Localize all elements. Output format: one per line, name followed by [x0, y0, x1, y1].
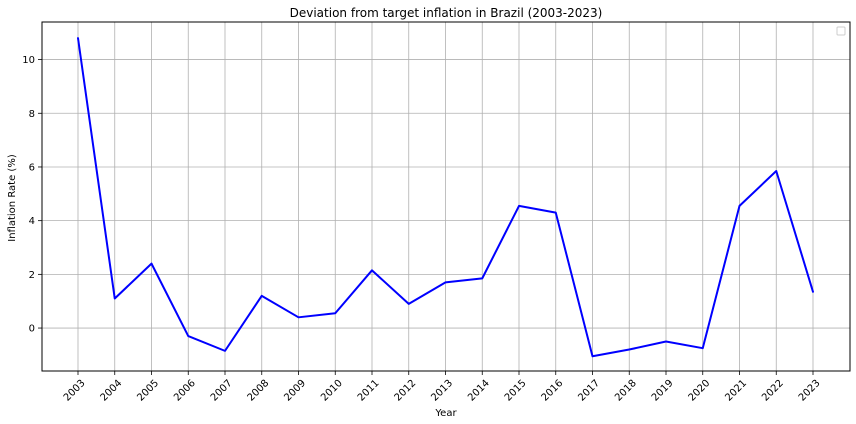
legend [836, 26, 846, 36]
legend-box [836, 26, 846, 36]
x-axis-label: Year [434, 408, 457, 419]
y-tick-label: 10 [22, 55, 35, 66]
y-tick-label: 0 [29, 324, 35, 335]
y-tick-label: 8 [29, 109, 35, 120]
series-line [77, 37, 814, 358]
series-layer [77, 37, 814, 358]
grid-lines [42, 22, 850, 371]
y-axis-ticks: 0 2 4 6 8 10 [22, 55, 42, 335]
chart-title: Deviation from target inflation in Brazi… [290, 6, 603, 20]
y-tick-label: 2 [29, 270, 35, 281]
y-axis-label: Inflation Rate (%) [7, 154, 18, 242]
plot-frame [41, 21, 851, 372]
y-tick-label: 4 [29, 216, 35, 227]
y-tick-label: 6 [29, 162, 35, 173]
